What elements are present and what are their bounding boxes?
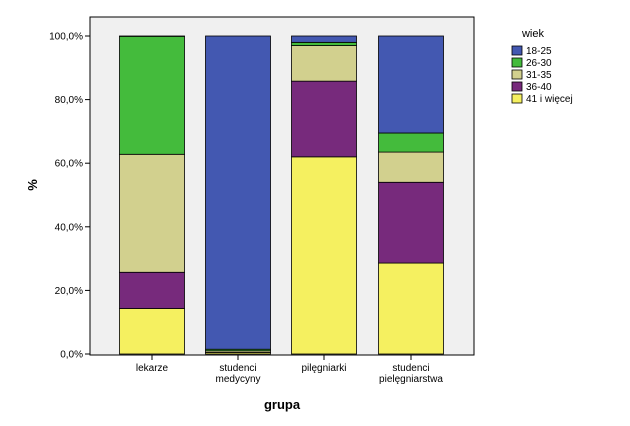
x-tick-label: pilęgniarki [301,363,346,374]
bar-group [378,35,444,355]
bar-segment [205,35,271,350]
y-tick-label: 0,0% [60,350,83,361]
bar-segment [119,271,185,309]
legend-entry: 41 i więcej [526,94,573,105]
legend-swatch [511,57,523,68]
y-tick-label: 60,0% [55,159,83,170]
bar-group [291,35,357,355]
bar-segment [119,308,185,355]
y-axis-title: % [25,179,40,191]
legend-entry: 26-30 [526,58,552,69]
bar-segment [378,151,444,183]
x-tick-label: lekarze [136,363,169,374]
legend-entry: 31-35 [526,70,552,81]
legend-swatch [511,69,523,80]
bar-segment [291,45,357,82]
x-tick-label: studenci pielęgniarstwa [379,363,443,385]
legend-entry: 18-25 [526,46,552,57]
legend-entry: 36-40 [526,82,552,93]
bar-segment [119,35,185,155]
bar-segment [378,181,444,264]
bar-segment [291,156,357,355]
y-tick-label: 80,0% [55,95,83,106]
x-tick-label: studenci medycyny [215,363,260,385]
bar-segment [291,80,357,158]
bar-segment [119,153,185,273]
bar-segment [291,35,357,43]
bar-segment [291,41,357,46]
bar-segment [378,35,444,134]
legend-swatch [511,45,523,56]
bar-group [119,35,185,355]
x-axis-title: grupa [264,397,301,412]
legend-title: wiek [521,28,545,40]
legend-swatch [511,93,523,104]
bar-segment [378,262,444,355]
y-tick-label: 40,0% [55,222,83,233]
y-tick-label: 100,0% [49,32,83,43]
y-tick-label: 20,0% [55,286,83,297]
bar-group [205,35,271,355]
legend-swatch [511,81,523,92]
bar-segment [378,132,444,153]
